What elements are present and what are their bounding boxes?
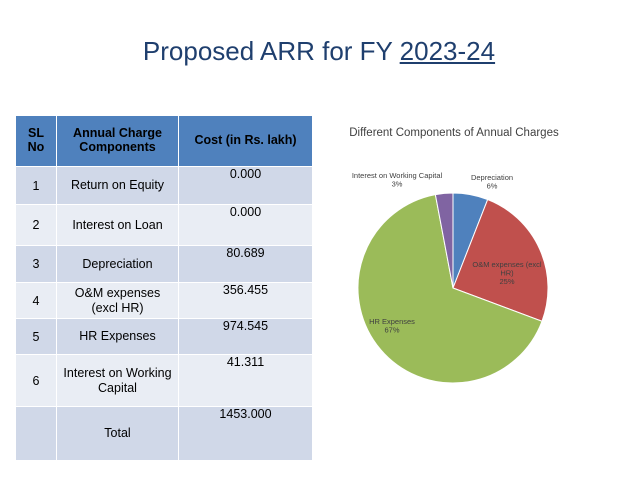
table-row: 6 Interest on Working Capital 41.311 xyxy=(15,354,313,407)
row-cost: 356.455 xyxy=(178,282,313,319)
chart-title: Different Components of Annual Charges xyxy=(349,127,559,139)
row-sl: 5 xyxy=(15,318,57,355)
table-row: 2 Interest on Loan 0.000 xyxy=(15,204,313,246)
table-row: 4 O&M expenses (excl HR) 356.455 xyxy=(15,282,313,319)
header-component: Annual Charge Components xyxy=(56,115,179,167)
row-cost: 80.689 xyxy=(178,245,313,283)
header-cost: Cost (in Rs. lakh) xyxy=(178,115,313,167)
row-sl: 4 xyxy=(15,282,57,319)
table-row: 3 Depreciation 80.689 xyxy=(15,245,313,283)
pie-label-o-m-expenses-excl-hr: O&M expenses (excl HR) 25% xyxy=(472,260,542,286)
row-component: Interest on Loan xyxy=(56,204,179,246)
row-sl: 6 xyxy=(15,354,57,407)
title-prefix: Proposed ARR for FY xyxy=(142,36,400,66)
pie-slice-hr-expenses xyxy=(357,194,543,384)
row-cost: 41.311 xyxy=(178,354,313,407)
row-sl: 1 xyxy=(15,166,57,205)
row-component: Interest on Working Capital xyxy=(56,354,179,407)
row-cost: 0.000 xyxy=(178,166,313,205)
table-row: 5 HR Expenses 974.545 xyxy=(15,318,313,355)
row-cost: 974.545 xyxy=(178,318,313,355)
pie-label-hr-expenses: HR Expenses 67% xyxy=(369,317,415,335)
table-header-row: SL No Annual Charge Components Cost (in … xyxy=(15,115,313,167)
row-sl: 2 xyxy=(15,204,57,246)
slide-title: Proposed ARR for FY 2023-24 xyxy=(0,36,638,67)
row-component: Total xyxy=(56,406,179,461)
table-row: 1 Return on Equity 0.000 xyxy=(15,166,313,205)
arr-table: SL No Annual Charge Components Cost (in … xyxy=(15,115,313,461)
row-cost: 1453.000 xyxy=(178,406,313,461)
header-sl-no: SL No xyxy=(15,115,57,167)
row-sl xyxy=(15,406,57,461)
pie-slice-interest-on-working-capital xyxy=(434,192,454,289)
row-component: O&M expenses (excl HR) xyxy=(56,282,179,319)
row-component: HR Expenses xyxy=(56,318,179,355)
row-component: Return on Equity xyxy=(56,166,179,205)
pie-slice-o-m-expenses-excl-hr xyxy=(452,198,549,322)
row-component: Depreciation xyxy=(56,245,179,283)
pie-label-interest-on-working-capital: Interest on Working Capital 3% xyxy=(352,171,443,189)
pie-chart: Depreciation 6% O&M expenses (excl HR) 25% HR… xyxy=(352,171,549,384)
row-sl: 3 xyxy=(15,245,57,283)
row-cost: 0.000 xyxy=(178,204,313,246)
title-year: 2023-24 xyxy=(399,36,496,66)
pie-label-depreciation: Depreciation 6% xyxy=(471,173,513,191)
table-row-total: Total 1453.000 xyxy=(15,406,313,461)
